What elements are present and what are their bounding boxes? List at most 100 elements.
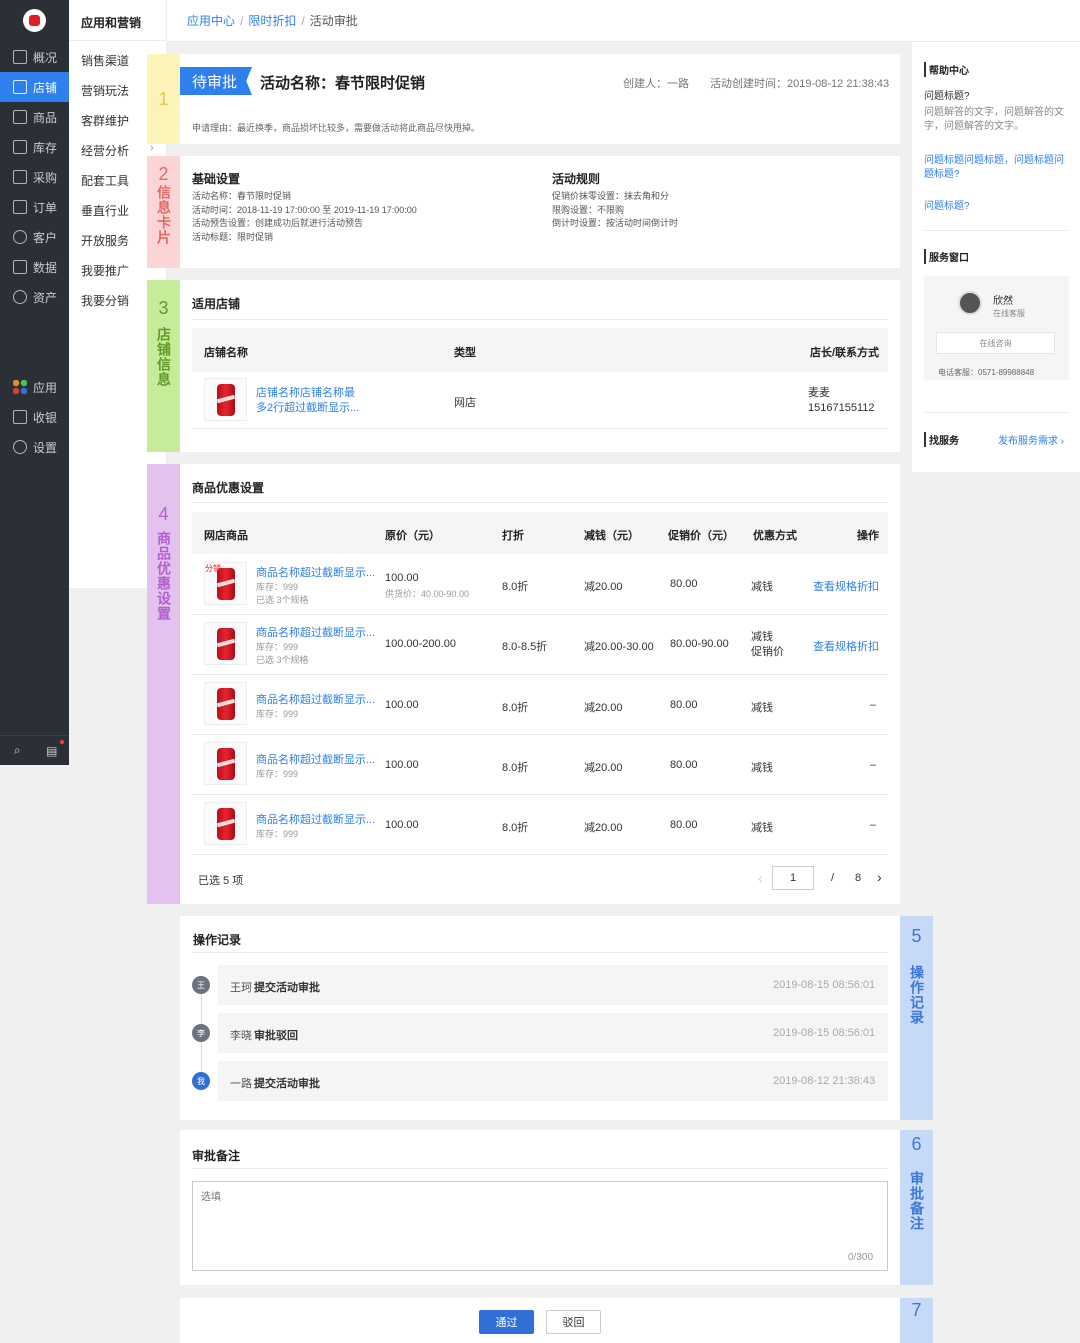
thumb-icon <box>29 15 40 26</box>
column-header: 减钱（元） <box>584 530 639 542</box>
nav-item-settings[interactable]: 设置 <box>0 432 69 462</box>
record-time: 2019-08-12 21:38:43 <box>773 1075 876 1087</box>
help-link[interactable]: 问题标题? <box>924 201 970 212</box>
view-spec-discount-link[interactable]: 查看规格折扣 <box>813 641 879 653</box>
records-title: 操作记录 <box>193 933 242 947</box>
page-input[interactable]: 1 <box>772 866 814 890</box>
remark-card: 审批备注 0/300 <box>180 1130 900 1285</box>
approve-button[interactable]: 通过 <box>479 1310 534 1334</box>
sub-nav-item[interactable]: 我要推广 <box>81 264 130 278</box>
help-title: 帮助中心 <box>924 62 969 77</box>
product-image <box>204 682 247 725</box>
discount: 8.0折 <box>502 581 529 593</box>
nav-item-shop[interactable]: 店铺 <box>0 72 69 102</box>
discount-mode: 减钱 <box>751 702 773 714</box>
message-icon[interactable]: ▤ <box>46 743 58 758</box>
store-icon <box>13 80 27 94</box>
sub-nav-item[interactable]: 开放服务 <box>81 234 130 248</box>
help-link[interactable]: 问题标题问题标题，问题标题问题标题? <box>924 155 1064 180</box>
column-header: 打折 <box>502 530 524 542</box>
promo-price: 80.00 <box>670 578 698 590</box>
tag-icon <box>13 110 27 124</box>
consult-button[interactable]: 在线咨询 <box>936 332 1055 354</box>
section-label-1: 1 <box>147 54 180 144</box>
avatar: 王 <box>192 976 210 994</box>
product-stock: 库存：999 <box>256 642 299 652</box>
next-page-icon[interactable]: › <box>877 869 882 885</box>
sub-nav-item[interactable]: 销售渠道 <box>81 54 130 68</box>
prev-page-icon[interactable]: ‹ <box>758 870 763 886</box>
product-stock: 库存：999 <box>256 582 299 592</box>
product-stock: 库存：999 <box>256 769 299 779</box>
rules-title: 活动规则 <box>552 172 601 186</box>
bar-chart-icon <box>13 260 27 274</box>
breadcrumb-link[interactable]: 应用中心 <box>187 14 236 28</box>
nav-item-stock[interactable]: 库存 <box>0 132 69 162</box>
promo-price: 80.00 <box>670 819 698 831</box>
product-stock: 库存：999 <box>256 829 299 839</box>
yen-icon <box>13 290 27 304</box>
distribution-tag: 分销 <box>205 564 221 573</box>
search-icon[interactable]: ⌕ <box>13 743 21 757</box>
user-icon <box>13 230 27 244</box>
nav-item-overview[interactable]: 概况 <box>0 42 69 72</box>
record-user: 王珂 <box>230 982 252 994</box>
view-spec-discount-link[interactable]: 查看规格折扣 <box>813 581 879 593</box>
nav-item-goods[interactable]: 商品 <box>0 102 69 132</box>
publish-demand-link[interactable]: 发布服务需求 › <box>998 436 1065 447</box>
section-label-6: 6 审批备注 <box>900 1130 933 1285</box>
remark-textarea[interactable] <box>192 1181 888 1271</box>
record-time: 2019-08-15 08:56:01 <box>773 1027 876 1039</box>
nav-item-purchase[interactable]: 采购 <box>0 162 69 192</box>
nav-item-orders[interactable]: 订单 <box>0 192 69 222</box>
sub-nav-item[interactable]: 经营分析 <box>81 144 130 158</box>
cart-icon <box>13 170 27 184</box>
product-name-link[interactable]: 商品名称超过截断显示... <box>256 567 376 579</box>
nav-item-cashier[interactable]: 收银 <box>0 402 69 432</box>
operation-empty: – <box>870 819 877 831</box>
product-name-link[interactable]: 商品名称超过截断显示... <box>256 754 376 766</box>
selected-count: 已选 5 项 <box>198 875 244 887</box>
column-header: 店长/联系方式 <box>810 347 880 359</box>
info-card: 基础设置 活动名称：春节限时促销 活动时间：2018-11-19 17:00:0… <box>180 156 900 268</box>
record-user: 李晓 <box>230 1030 252 1042</box>
right-panel: 帮助中心 问题标题? 问题解答的文字，问题解答的文字，问题解答的文字。 问题标题… <box>912 42 1080 472</box>
breadcrumb-link[interactable]: 限时折扣 <box>248 14 297 28</box>
section-label-4: 4 商品优惠设置 <box>147 464 180 904</box>
sub-nav-item[interactable]: 营销玩法 <box>81 84 130 98</box>
operation-empty: – <box>870 699 877 711</box>
reject-button[interactable]: 驳回 <box>546 1310 601 1334</box>
basic-settings-title: 基础设置 <box>192 172 241 186</box>
original-price: 100.00 <box>385 572 419 584</box>
basic-settings-list: 活动名称：春节限时促销 活动时间：2018-11-19 17:00:00 至 2… <box>192 191 417 242</box>
breadcrumb-current: 活动审批 <box>309 14 358 28</box>
product-name-link[interactable]: 商品名称超过截断显示... <box>256 694 376 706</box>
nav-item-customers[interactable]: 客户 <box>0 222 69 252</box>
sub-nav-item[interactable]: 垂直行业 <box>81 204 130 218</box>
sub-nav-item[interactable]: 我要分销 <box>81 294 130 308</box>
record-item <box>218 1013 888 1053</box>
product-name-link[interactable]: 商品名称超过截断显示... <box>256 814 376 826</box>
record-item <box>218 965 888 1005</box>
sub-nav-item[interactable]: 客群维护 <box>81 114 130 128</box>
action-bar: 通过 驳回 <box>180 1298 900 1343</box>
app-logo[interactable] <box>23 9 46 32</box>
rules-list: 促销价抹零设置：抹去角和分 限购设置：不限购 倒计时设置：按活动时间倒计时 <box>552 191 679 228</box>
operation-empty: – <box>870 759 877 771</box>
record-time: 2019-08-15 08:56:01 <box>773 979 876 991</box>
warehouse-icon <box>13 140 27 154</box>
promo-price: 80.00-90.00 <box>670 638 729 650</box>
nav-bottom-bar: ⌕ ▤ <box>0 735 69 765</box>
product-stock: 库存：999 <box>256 709 299 719</box>
shop-table-header <box>192 328 888 372</box>
nav-item-apps[interactable]: 应用 <box>0 372 69 402</box>
nav-item-assets[interactable]: 资产 <box>0 282 69 312</box>
service-phone: 电话客服：0571-89988848 <box>938 368 1035 377</box>
product-name-link[interactable]: 商品名称超过截断显示... <box>256 627 376 639</box>
nav-item-data[interactable]: 数据 <box>0 252 69 282</box>
column-header: 网店商品 <box>204 530 248 542</box>
goods-title: 商品优惠设置 <box>192 481 265 495</box>
record-user: 一路 <box>230 1078 252 1090</box>
shop-name-link[interactable]: 店铺名称店铺名称最 多2行超过截断显示... <box>256 387 360 414</box>
sub-nav-item[interactable]: 配套工具 <box>81 174 130 188</box>
